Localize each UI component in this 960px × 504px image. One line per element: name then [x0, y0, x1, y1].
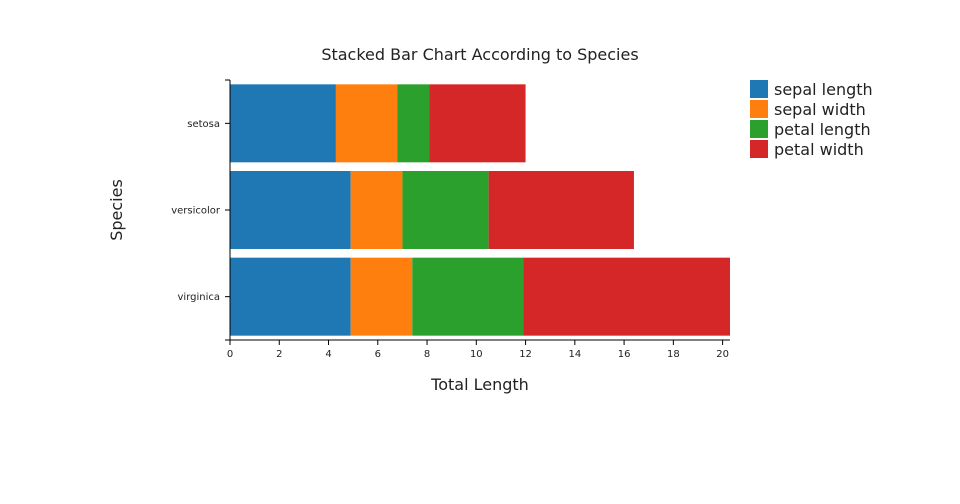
chart-title: Stacked Bar Chart According to Species: [321, 45, 638, 64]
legend-label: petal width: [774, 140, 864, 159]
bar-virginica-petal-length: [412, 257, 524, 336]
bar-versicolor-sepal-length: [230, 171, 351, 249]
x-tick-label: 0: [227, 349, 233, 360]
x-tick-label: 2: [276, 349, 282, 360]
y-tick-label: versicolor: [171, 206, 221, 217]
bars-group: [230, 84, 730, 336]
bar-setosa-sepal-length: [230, 84, 336, 163]
bar-setosa-petal-length: [397, 84, 430, 163]
legend-label: sepal width: [774, 100, 866, 119]
bar-setosa-sepal-width: [335, 84, 398, 163]
x-tick-label: 18: [667, 349, 680, 360]
bar-versicolor-petal-width: [488, 171, 634, 249]
bar-setosa-petal-width: [429, 84, 526, 163]
legend-swatch: [750, 120, 768, 138]
x-tick-label: 4: [325, 349, 331, 360]
x-tick-label: 16: [618, 349, 631, 360]
bar-virginica-sepal-length: [230, 257, 351, 336]
bar-virginica-sepal-width: [350, 257, 413, 336]
x-tick-label: 20: [716, 349, 729, 360]
category-labels-group: setosa versicolor virginica: [171, 79, 230, 341]
legend-swatch: [750, 140, 768, 158]
x-tick-label: 8: [424, 349, 430, 360]
bar-versicolor-petal-length: [402, 171, 489, 249]
y-tick-label: virginica: [178, 292, 221, 303]
bar-virginica-petal-width: [523, 257, 730, 336]
x-tick-label: 12: [519, 349, 532, 360]
x-tick-label: 14: [568, 349, 581, 360]
legend-swatch: [750, 100, 768, 118]
ticks-group: 0 2 4 6 8 10 12 14 16 18 20: [227, 340, 729, 360]
x-tick-label: 6: [375, 349, 381, 360]
x-tick-label: 10: [470, 349, 483, 360]
bar-versicolor-sepal-width: [350, 171, 403, 249]
y-tick-label: setosa: [187, 119, 220, 130]
legend-label: sepal length: [774, 80, 873, 99]
legend-swatch: [750, 80, 768, 98]
y-axis-title: Species: [107, 179, 126, 241]
x-axis-title: Total Length: [430, 375, 529, 394]
legend-label: petal length: [774, 120, 871, 139]
